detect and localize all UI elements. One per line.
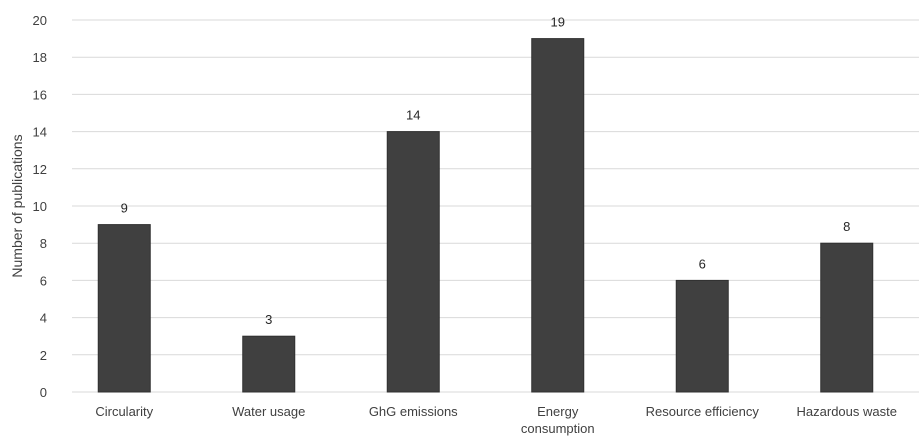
x-tick-label: Circularity — [95, 404, 153, 419]
x-tick-label-line: consumption — [521, 421, 595, 436]
bar — [531, 38, 585, 393]
y-tick-label: 10 — [33, 199, 47, 214]
y-tick-label: 20 — [33, 13, 47, 28]
data-label: 9 — [121, 201, 128, 216]
x-tick-label-line: Resource efficiency — [646, 404, 760, 419]
bar — [386, 131, 440, 393]
x-tick-label: GhG emissions — [369, 404, 458, 419]
x-tick-label-line: GhG emissions — [369, 404, 458, 419]
bars — [97, 38, 874, 393]
x-tick-label-line: Energy — [537, 404, 579, 419]
bar — [675, 279, 729, 393]
data-label: 14 — [406, 108, 420, 123]
data-label: 19 — [551, 15, 565, 30]
x-tick-label-line: Water usage — [232, 404, 305, 419]
y-axis-title: Number of publications — [9, 134, 25, 277]
y-tick-label: 14 — [33, 125, 47, 140]
bar — [97, 224, 151, 393]
x-tick-label: Resource efficiency — [646, 404, 760, 419]
y-tick-label: 18 — [33, 50, 47, 65]
data-label: 8 — [843, 219, 850, 234]
x-tick-label: Water usage — [232, 404, 305, 419]
y-axis-ticks: 0 2 4 6 8 10 12 14 16 18 20 — [33, 13, 47, 400]
x-tick-label: Hazardous waste — [797, 404, 897, 419]
x-tick-label-line: Hazardous waste — [797, 404, 897, 419]
bar — [242, 335, 296, 393]
x-axis-ticks: Circularity Water usage GhG emissions Energ… — [95, 404, 897, 436]
y-tick-label: 16 — [33, 87, 47, 102]
y-tick-label: 4 — [40, 311, 47, 326]
gridlines — [72, 19, 919, 393]
data-label: 6 — [699, 256, 706, 271]
y-tick-label: 6 — [40, 273, 47, 288]
y-tick-label: 12 — [33, 162, 47, 177]
bar — [820, 242, 874, 393]
y-tick-label: 0 — [40, 385, 47, 400]
y-tick-label: 2 — [40, 348, 47, 363]
x-tick-label: Energy consumption — [521, 404, 595, 436]
y-tick-label: 8 — [40, 236, 47, 251]
data-label: 3 — [265, 312, 272, 327]
x-tick-label-line: Circularity — [95, 404, 153, 419]
data-labels: 9 3 14 19 6 8 — [121, 15, 851, 328]
